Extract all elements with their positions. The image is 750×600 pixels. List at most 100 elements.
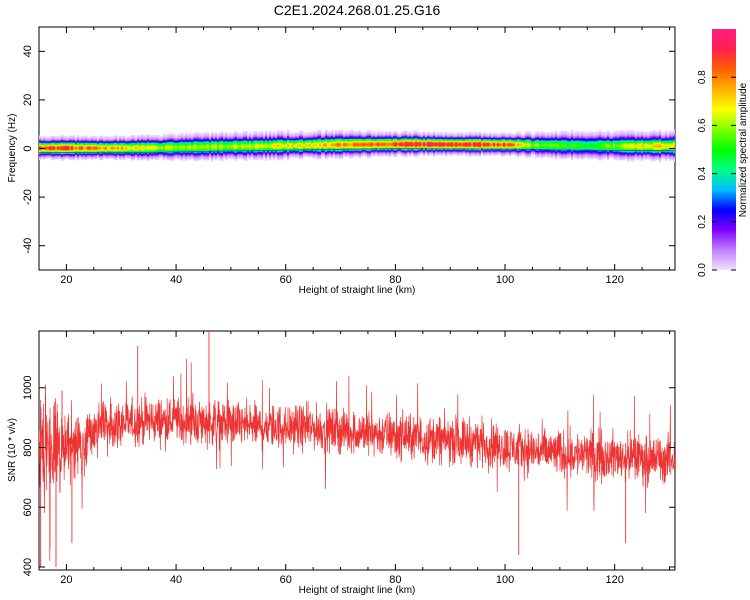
spectrogram-cell (123, 135, 126, 138)
spectrogram-cell (75, 137, 78, 139)
spectrogram-cell (159, 136, 162, 138)
spectrogram-cell (267, 133, 270, 135)
spectrogram-cell (185, 132, 188, 135)
spectrogram-cell (61, 134, 64, 137)
spectrogram-cell (211, 131, 214, 133)
spectrogram-cell (275, 133, 278, 135)
spectrogram-cell (189, 133, 192, 135)
spectrogram-cell (121, 136, 124, 138)
spectrogram-cell (119, 135, 122, 138)
spectrogram-cell (241, 133, 244, 135)
spectrogram-cell (117, 137, 120, 139)
spectrogram-cell (49, 136, 52, 139)
spectrogram-cell (239, 132, 242, 135)
spectrogram-cell (161, 136, 164, 138)
spectrogram-cell (91, 135, 94, 137)
spectrogram-cell (199, 132, 202, 135)
spectrogram-cell (257, 132, 260, 135)
spectrogram-cell (219, 132, 222, 135)
spectrogram-cell (269, 130, 272, 133)
spectrogram-cell (225, 131, 228, 134)
spectrogram-cell (237, 133, 240, 135)
spectrogram-cell (53, 135, 56, 138)
spectrogram-cell (147, 133, 150, 136)
spectrogram-cell (87, 136, 90, 139)
spectrogram-cell (115, 135, 118, 137)
spectrogram-cell (249, 131, 252, 134)
spectrogram-cell (39, 135, 42, 137)
spectrogram-cell (145, 135, 148, 137)
spectrogram-cell (187, 134, 190, 136)
spectrogram-cell (95, 135, 98, 138)
spectrogram-cell (127, 136, 130, 139)
spectrogram-cell (265, 130, 268, 133)
spectrogram-cell (63, 136, 66, 138)
spectrogram-cell (175, 135, 178, 137)
spectrogram-cell (191, 134, 194, 137)
spectrogram-cell (81, 135, 84, 138)
spectrogram-cell (177, 134, 180, 136)
spectrogram-cell (71, 135, 74, 138)
spectrogram-cell (221, 131, 224, 133)
spectrogram-cell (207, 132, 210, 134)
spectrogram-cell (77, 135, 80, 137)
spectrogram-cell (227, 133, 230, 136)
spectrogram-cell (181, 132, 184, 135)
spectrogram-cell (277, 130, 280, 132)
spectrogram-cell (125, 137, 128, 139)
spectrogram-cell (85, 135, 88, 137)
spectrogram-cell (135, 137, 138, 139)
spectrogram-cell (107, 136, 110, 138)
spectrogram-cell (281, 130, 284, 132)
spectrogram-cell (41, 136, 44, 139)
spectrogram-cell (105, 136, 108, 138)
spectrogram-cell (261, 131, 264, 133)
spectrogram-cell (113, 136, 116, 138)
spectrogram-cell (139, 135, 142, 138)
spectrogram-cell (83, 136, 86, 138)
spectrogram-cell (279, 131, 282, 133)
spectrogram-cell (131, 134, 134, 137)
spectrogram-cell (73, 135, 76, 137)
spectrogram-cell (45, 136, 48, 139)
spectrogram-cell (231, 133, 234, 135)
spectrogram-cell (79, 136, 82, 139)
spectrogram-cell (283, 132, 286, 134)
spectrogram-cell (253, 131, 256, 133)
spectrogram-cell (55, 136, 58, 138)
spectrogram-cell (201, 133, 204, 136)
spectrogram-cell (165, 135, 168, 137)
spectrogram-cell (149, 135, 152, 137)
spectrogram-cell (163, 133, 166, 136)
spectrogram-cell (133, 134, 136, 137)
spectrogram-cell (171, 133, 174, 135)
spectrogram-cell (263, 133, 266, 136)
spectrogram-cell (129, 136, 132, 138)
spectrogram-cell (209, 134, 212, 136)
spectrogram-cell (65, 136, 68, 138)
spectrogram-cell (67, 136, 70, 139)
spectrogram-cell (155, 134, 158, 137)
spectrogram-cell (245, 130, 248, 133)
spectrogram-cell (195, 132, 198, 134)
spectrogram-cell (223, 133, 226, 136)
spectrogram-cell (43, 136, 46, 138)
spectrogram-cell (141, 134, 144, 136)
spectrogram-cell (205, 132, 208, 134)
spectrogram-cell (169, 133, 172, 136)
spectrogram-cell (183, 135, 186, 137)
spectrogram-cell (109, 136, 112, 139)
spectrogram-cell (47, 136, 50, 139)
spectrogram-cell (273, 131, 276, 133)
spectrogram-cell (57, 135, 60, 138)
spectrogram-cell (111, 136, 114, 139)
spectrogram-cell (59, 136, 62, 138)
spectrogram-cell (259, 131, 262, 134)
spectrogram-cell (97, 137, 100, 139)
spectrogram-cell (215, 132, 218, 135)
spectrogram-cell (217, 133, 220, 136)
spectrogram-cell (203, 132, 206, 135)
spectrogram-cell (137, 134, 140, 137)
spectrogram-cell (143, 135, 146, 138)
